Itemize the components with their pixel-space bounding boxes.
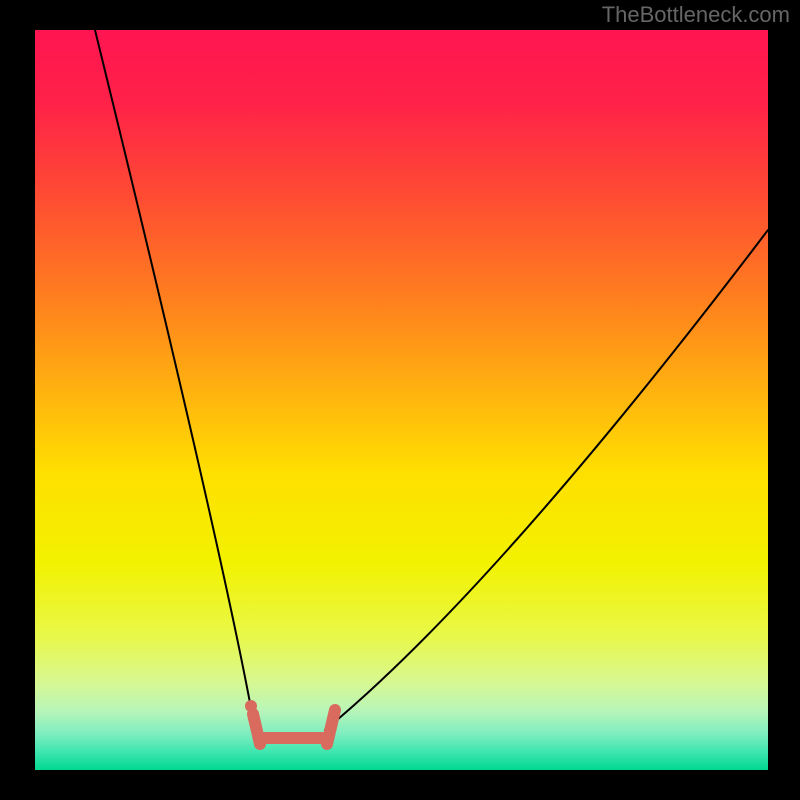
chart-frame: TheBottleneck.com xyxy=(0,0,800,800)
plot-svg xyxy=(35,30,768,770)
marker-rise-left xyxy=(253,714,260,744)
plot-area xyxy=(35,30,768,770)
marker-dot xyxy=(245,700,257,712)
marker-rise-right xyxy=(327,710,335,744)
watermark-text: TheBottleneck.com xyxy=(602,2,790,28)
gradient-background xyxy=(35,30,768,770)
